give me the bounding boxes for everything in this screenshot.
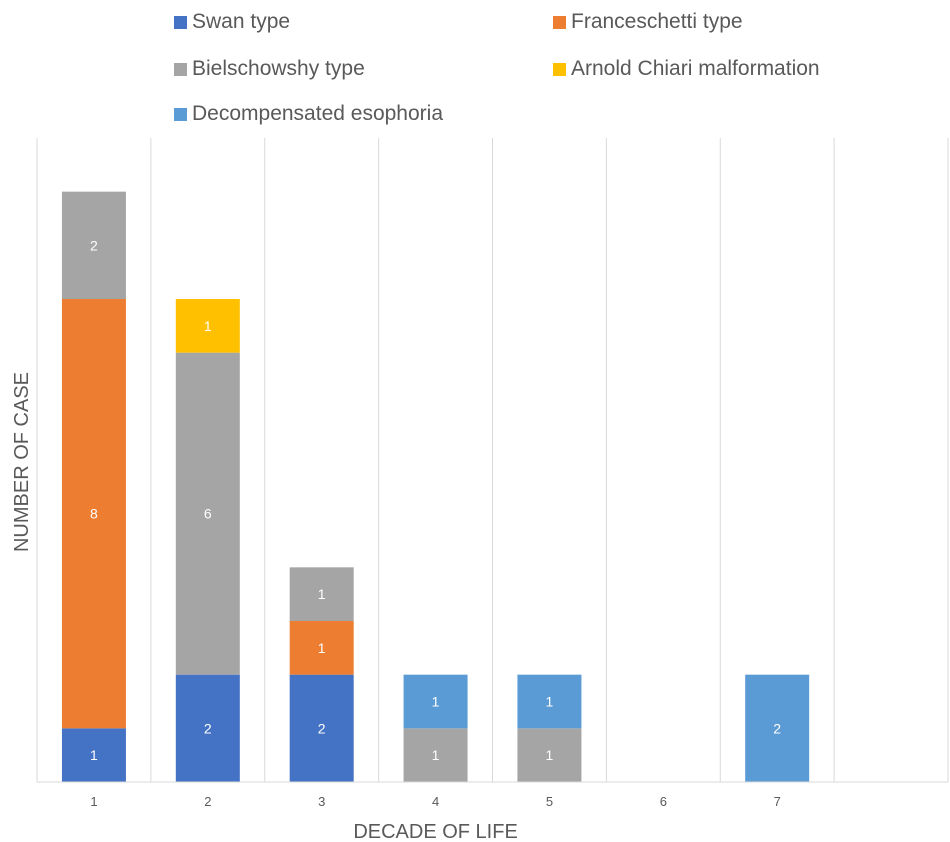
- data-label: 1: [318, 586, 326, 602]
- data-label: 2: [90, 237, 98, 253]
- bars: [61, 191, 810, 782]
- legend-item-bielschowshy: Bielschowshy type: [174, 57, 365, 81]
- bar-segment: [517, 728, 582, 782]
- data-label: 6: [204, 506, 212, 522]
- data-label: 2: [318, 720, 326, 736]
- bar-segment: [175, 352, 240, 675]
- bar-segment: [61, 299, 126, 729]
- legend-label: Bielschowshy type: [192, 57, 365, 80]
- x-tick-label: 6: [660, 794, 667, 809]
- bar-segment: [289, 621, 354, 675]
- data-label: 1: [90, 747, 98, 763]
- bar-segment: [403, 728, 468, 782]
- legend-item-arnold-chiari: Arnold Chiari malformation: [553, 57, 820, 81]
- bar-segment: [517, 674, 582, 729]
- x-tick-label: 5: [546, 794, 553, 809]
- legend-item-swan: Swan type: [174, 10, 290, 34]
- bar-segment: [745, 674, 810, 782]
- legend-swatch: [174, 15, 187, 29]
- x-tick-label: 7: [774, 794, 781, 809]
- legend-label: Swan type: [192, 10, 291, 33]
- legend-label: Arnold Chiari malformation: [571, 57, 820, 80]
- data-label: 2: [773, 720, 781, 736]
- x-tick-label: 4: [432, 794, 439, 809]
- data-label: 1: [318, 640, 326, 656]
- x-tick-label: 3: [318, 794, 325, 809]
- data-label: 1: [204, 318, 212, 334]
- bar-labels: 1 8 2 2 6 1 2 1 1 1 1 1 1 2: [90, 237, 781, 763]
- legend-item-decompensated-esophoria: Decompensated esophoria: [174, 102, 443, 126]
- x-axis-title: DECADE OF LIFE: [353, 821, 517, 842]
- x-tick-labels: 1 2 3 4 5 6 7: [90, 794, 780, 809]
- bar-segment: [61, 728, 126, 782]
- y-axis-title: NUMBER OF CASE: [11, 372, 33, 552]
- legend-item-franceschetti: Franceschetti type: [553, 10, 743, 34]
- bar-segment: [289, 674, 354, 782]
- bar-segment: [403, 674, 468, 729]
- legend-swatch: [174, 62, 187, 76]
- chart-legend: Swan type Franceschetti type Bielschowsh…: [0, 0, 950, 135]
- bar-segment: [289, 567, 354, 621]
- data-label: 8: [90, 506, 98, 522]
- legend-swatch: [553, 62, 566, 76]
- data-label: 1: [546, 694, 554, 710]
- data-label: 1: [432, 694, 440, 710]
- legend-swatch: [174, 107, 187, 121]
- x-tick-label: 2: [204, 794, 211, 809]
- bar-segment: [61, 191, 126, 299]
- bar-segment: [175, 299, 240, 353]
- data-label: 1: [432, 747, 440, 763]
- legend-label: Franceschetti type: [571, 10, 743, 33]
- x-tick-label: 1: [90, 794, 97, 809]
- data-label: 1: [546, 747, 554, 763]
- legend-swatch: [553, 15, 566, 29]
- legend-label: Decompensated esophoria: [192, 102, 443, 125]
- bar-segment: [175, 674, 240, 782]
- data-label: 2: [204, 720, 212, 736]
- gridlines: [36, 138, 949, 782]
